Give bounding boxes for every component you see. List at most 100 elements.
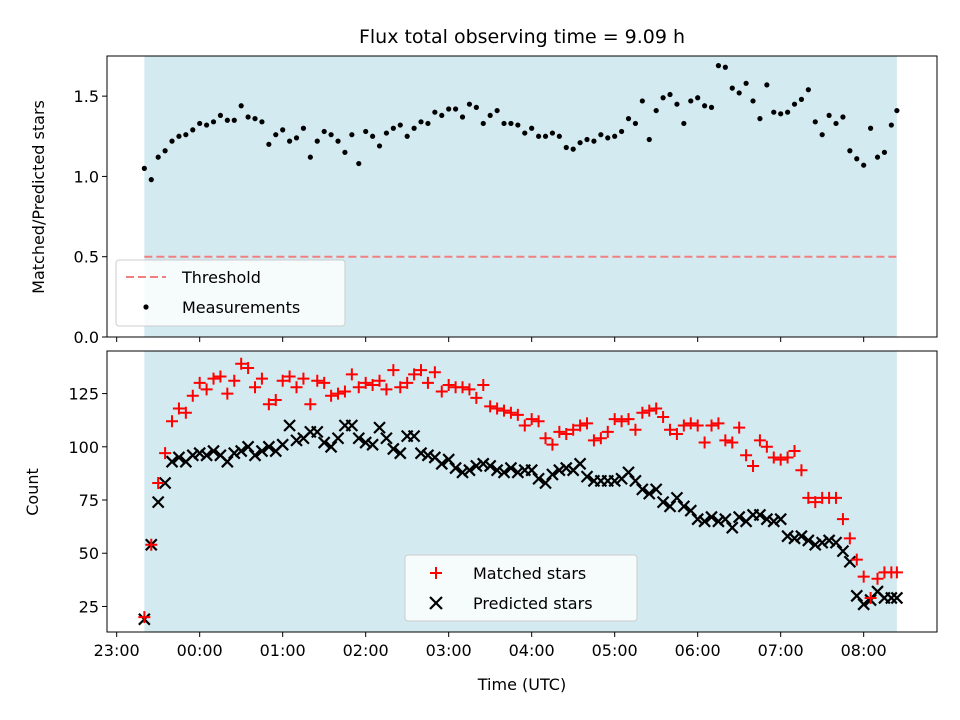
matched-star-point (421, 376, 434, 389)
matched-star-point (650, 402, 663, 415)
predicted-star-point (221, 455, 234, 468)
predicted-star-point (407, 429, 421, 443)
measurement-point (411, 125, 417, 131)
matched-star-point (221, 387, 234, 400)
matched-star-point (740, 449, 753, 462)
matched-star-point (581, 417, 594, 430)
measurements-points (141, 63, 900, 183)
measurement-point (833, 120, 839, 127)
predicted-star-point (504, 461, 518, 475)
predicted-star-point (414, 446, 428, 460)
predicted-star-point (310, 425, 324, 439)
matched-star-point (325, 389, 338, 402)
x-tick-label: 01:00 (260, 641, 306, 660)
matched-star-point (276, 374, 289, 387)
matched-star-point (594, 432, 607, 445)
predicted-star-point (795, 529, 808, 543)
matched-star-point (636, 406, 649, 419)
predicted-star-point (165, 455, 179, 468)
matched-star-point (145, 538, 158, 551)
matched-star-point (670, 428, 683, 441)
measurement-point (536, 133, 542, 139)
predicted-star-point (227, 446, 241, 460)
legend-predicted-label: Predicted stars (473, 594, 593, 613)
measurement-point (169, 138, 175, 144)
measurement-point (314, 138, 320, 144)
matched-star-point (186, 389, 199, 402)
predicted-stars-points (138, 419, 904, 626)
measurement-point (722, 64, 728, 70)
matched-star-point (373, 374, 386, 387)
matched-star-point (152, 476, 165, 489)
measurement-point (764, 82, 770, 88)
measurement-point (854, 156, 860, 162)
predicted-star-point (490, 463, 504, 477)
measurement-point (812, 119, 818, 125)
measurement-point (819, 132, 825, 138)
predicted-star-point (283, 419, 296, 432)
legend-measurements-label: Measurements (182, 298, 300, 317)
measurement-point (791, 101, 798, 107)
predicted-star-point (324, 440, 338, 454)
predicted-star-point (760, 512, 774, 526)
predicted-star-point (573, 457, 587, 471)
measurement-point (743, 80, 749, 86)
count-legend-box (404, 554, 638, 622)
measurement-point (702, 103, 708, 109)
matched-star-point (747, 459, 760, 472)
predicted-star-point (885, 591, 898, 605)
predicted-star-point (580, 470, 594, 483)
measurement-point (480, 120, 486, 127)
matched-star-point (470, 391, 483, 404)
matched-star-point (830, 491, 843, 504)
matched-star-point (567, 423, 580, 436)
measurement-point (321, 128, 327, 135)
measurement-point (210, 119, 217, 125)
predicted-star-point (200, 449, 213, 462)
predicted-star-point (158, 476, 172, 490)
measurement-point (453, 106, 459, 112)
measurement-point (785, 109, 791, 115)
measurement-point (245, 114, 251, 120)
measurement-point (418, 119, 424, 125)
predicted-star-point (262, 440, 276, 454)
matched-star-point (484, 400, 497, 413)
matched-star-point (311, 374, 324, 387)
measurement-point (639, 98, 645, 104)
y-tick-label: 25 (79, 597, 99, 616)
predicted-star-point (172, 451, 186, 464)
predicted-star-point (525, 463, 538, 477)
measurement-point (141, 165, 147, 171)
legend-matched-swatch (430, 567, 442, 579)
matched-star-point (726, 436, 739, 449)
predicted-star-point (642, 487, 656, 500)
predicted-star-point (649, 483, 663, 496)
matched-star-point (159, 447, 172, 460)
matched-star-point (338, 385, 351, 398)
measurement-point (805, 87, 811, 93)
predicted-star-point (774, 512, 787, 526)
predicted-star-point (712, 515, 725, 528)
measurement-point (508, 120, 514, 127)
predicted-star-point (539, 476, 552, 490)
measurement-point (155, 154, 161, 160)
measurement-point (840, 114, 846, 120)
predicted-star-point (684, 504, 698, 517)
x-axis-label: Time (UTC) (477, 675, 566, 694)
matched-star-point (629, 423, 642, 436)
measurement-point (494, 107, 500, 114)
y-tick-label: 75 (79, 491, 99, 510)
measurement-point (162, 148, 168, 154)
predicted-star-point (843, 555, 857, 569)
x-tick-label: 03:00 (426, 641, 472, 660)
measurement-point (715, 63, 722, 69)
ratio-y-axis: 0.0 0.5 1.0 1.5 (74, 87, 107, 347)
x-tick-label: 05:00 (592, 641, 638, 660)
measurement-point (432, 109, 438, 115)
measurement-point (750, 98, 756, 104)
x-tick-label: 08:00 (841, 641, 887, 660)
measurement-point (446, 106, 452, 112)
matched-star-point (691, 419, 704, 432)
matched-star-point (332, 387, 345, 400)
ratio-legend-box (115, 259, 346, 327)
